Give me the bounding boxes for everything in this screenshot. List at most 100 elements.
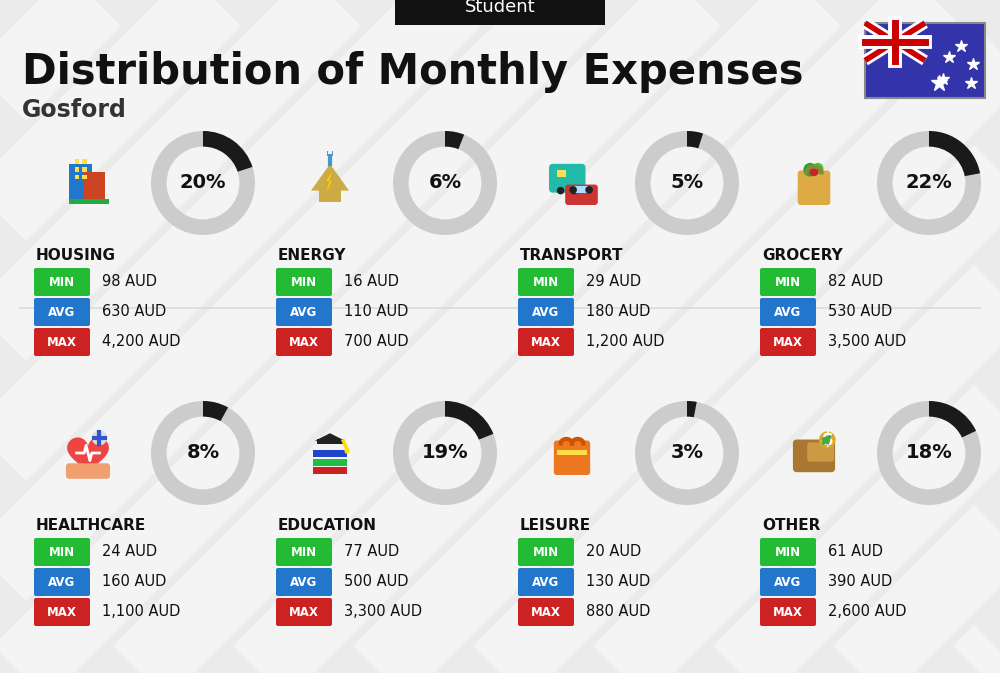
Bar <box>82 174 87 179</box>
Wedge shape <box>445 131 464 149</box>
Circle shape <box>809 167 819 176</box>
Text: AVG: AVG <box>290 306 318 318</box>
Text: MAX: MAX <box>289 606 319 618</box>
Circle shape <box>344 448 350 454</box>
Text: MIN: MIN <box>775 275 801 289</box>
Text: MIN: MIN <box>533 275 559 289</box>
Text: Student: Student <box>465 0 535 16</box>
Wedge shape <box>203 131 252 172</box>
Bar <box>332 151 333 156</box>
Text: 2,600 AUD: 2,600 AUD <box>828 604 906 620</box>
FancyBboxPatch shape <box>518 538 574 566</box>
Text: MAX: MAX <box>47 606 77 618</box>
Text: 82 AUD: 82 AUD <box>828 275 883 289</box>
Text: 390 AUD: 390 AUD <box>828 575 892 590</box>
FancyBboxPatch shape <box>276 538 332 566</box>
Text: 3%: 3% <box>670 444 704 462</box>
Wedge shape <box>151 401 255 505</box>
Wedge shape <box>877 401 981 505</box>
Text: 3,500 AUD: 3,500 AUD <box>828 334 906 349</box>
FancyBboxPatch shape <box>34 598 90 626</box>
Text: LEISURE: LEISURE <box>520 518 591 533</box>
Bar <box>865 23 985 98</box>
Wedge shape <box>929 131 980 176</box>
Text: 18%: 18% <box>906 444 952 462</box>
Text: 16 AUD: 16 AUD <box>344 275 399 289</box>
Text: MAX: MAX <box>773 336 803 349</box>
Text: 5%: 5% <box>670 174 704 192</box>
Wedge shape <box>687 401 697 417</box>
Bar <box>82 160 87 164</box>
Polygon shape <box>67 437 109 475</box>
FancyBboxPatch shape <box>793 439 835 472</box>
Text: AVG: AVG <box>532 575 560 588</box>
FancyBboxPatch shape <box>760 268 816 296</box>
Text: MAX: MAX <box>531 336 561 349</box>
Bar <box>69 164 92 202</box>
Polygon shape <box>326 172 332 192</box>
Circle shape <box>819 431 836 448</box>
Text: 880 AUD: 880 AUD <box>586 604 650 620</box>
Text: 20%: 20% <box>180 174 226 192</box>
Text: 20 AUD: 20 AUD <box>586 544 641 559</box>
FancyBboxPatch shape <box>760 328 816 356</box>
Text: ENERGY: ENERGY <box>278 248 347 263</box>
Text: MAX: MAX <box>773 606 803 618</box>
Text: 24 AUD: 24 AUD <box>102 544 157 559</box>
FancyBboxPatch shape <box>807 442 834 462</box>
FancyBboxPatch shape <box>276 598 332 626</box>
Bar <box>313 467 347 474</box>
Bar <box>313 459 347 466</box>
Text: MIN: MIN <box>291 275 317 289</box>
Text: 110 AUD: 110 AUD <box>344 304 408 320</box>
Polygon shape <box>311 164 349 190</box>
FancyBboxPatch shape <box>66 463 110 479</box>
FancyBboxPatch shape <box>518 598 574 626</box>
Circle shape <box>569 186 577 194</box>
Circle shape <box>92 430 107 446</box>
Text: 19%: 19% <box>422 444 468 462</box>
Bar <box>82 167 87 172</box>
Text: 77 AUD: 77 AUD <box>344 544 399 559</box>
Wedge shape <box>393 131 497 235</box>
Wedge shape <box>687 131 703 148</box>
Polygon shape <box>315 433 345 441</box>
Bar <box>557 450 587 455</box>
Text: 22%: 22% <box>906 174 952 192</box>
Text: 160 AUD: 160 AUD <box>102 575 166 590</box>
Text: 4,200 AUD: 4,200 AUD <box>102 334 180 349</box>
FancyBboxPatch shape <box>760 298 816 326</box>
Text: GROCERY: GROCERY <box>762 248 843 263</box>
Text: Gosford: Gosford <box>22 98 127 122</box>
Text: MIN: MIN <box>291 546 317 559</box>
Wedge shape <box>929 401 976 437</box>
FancyBboxPatch shape <box>276 298 332 326</box>
FancyBboxPatch shape <box>760 538 816 566</box>
Circle shape <box>585 186 593 194</box>
FancyBboxPatch shape <box>34 328 90 356</box>
Text: 98 AUD: 98 AUD <box>102 275 157 289</box>
FancyBboxPatch shape <box>518 328 574 356</box>
Wedge shape <box>445 401 493 439</box>
Text: 630 AUD: 630 AUD <box>102 304 166 320</box>
Text: AVG: AVG <box>774 575 802 588</box>
FancyBboxPatch shape <box>554 441 590 475</box>
Circle shape <box>803 163 817 176</box>
FancyBboxPatch shape <box>518 298 574 326</box>
Text: TRANSPORT: TRANSPORT <box>520 248 624 263</box>
Bar <box>557 170 566 177</box>
Wedge shape <box>151 131 255 235</box>
Text: EDUCATION: EDUCATION <box>278 518 377 533</box>
FancyBboxPatch shape <box>34 538 90 566</box>
Text: MAX: MAX <box>531 606 561 618</box>
Text: 700 AUD: 700 AUD <box>344 334 409 349</box>
Text: MIN: MIN <box>775 546 801 559</box>
FancyBboxPatch shape <box>518 268 574 296</box>
Text: HOUSING: HOUSING <box>36 248 116 263</box>
Text: AVG: AVG <box>532 306 560 318</box>
FancyBboxPatch shape <box>276 268 332 296</box>
Text: OTHER: OTHER <box>762 518 820 533</box>
Bar <box>75 167 79 172</box>
Text: MAX: MAX <box>289 336 319 349</box>
FancyBboxPatch shape <box>276 568 332 596</box>
